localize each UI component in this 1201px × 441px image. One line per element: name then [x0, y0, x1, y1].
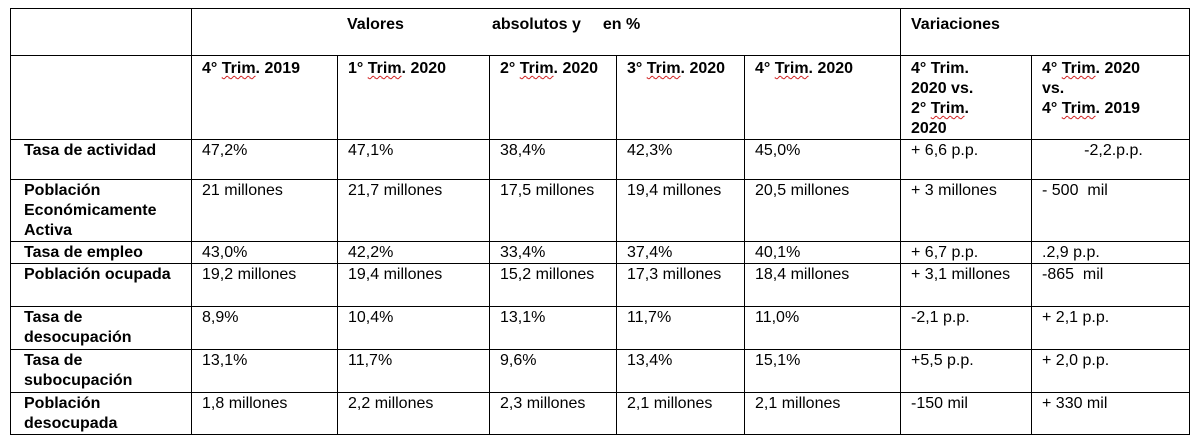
table-row: Tasa de empleo 43,0% 42,2% 33,4% 37,4% 4… — [10, 241, 1190, 264]
row-label: Tasa de actividad — [10, 139, 192, 180]
table-cell: 8,9% — [191, 306, 338, 350]
table-cell: 18,4 millones — [744, 263, 901, 307]
table-row: Población ocupada 19,2 millones 19,4 mil… — [10, 263, 1190, 307]
column-header: 1° Trim. 2020 — [337, 55, 490, 140]
table-cell: 17,5 millones — [489, 179, 617, 242]
table-row: Tasa de desocupación 8,9% 10,4% 13,1% 11… — [10, 306, 1190, 350]
table-cell: 47,1% — [337, 139, 490, 180]
blank-header-cell — [10, 55, 192, 140]
column-header: 4° Trim. 2020 vs. 2° Trim. 2020 — [900, 55, 1032, 140]
row-label: Población Económicamente Activa — [10, 179, 192, 242]
table-cell: -865 mil — [1031, 263, 1190, 307]
group-header-row: Valores absolutos y en % Variaciones — [10, 8, 1190, 56]
column-header: 4° Trim. 2019 — [191, 55, 338, 140]
group-header-part-3: en % — [602, 16, 641, 33]
row-label: Tasa de subocupación — [10, 349, 192, 393]
table-cell: 19,4 millones — [616, 179, 745, 242]
group-header-part-1: Valores — [347, 16, 404, 33]
table-cell: 2,1 millones — [744, 392, 901, 435]
table-cell: 45,0% — [744, 139, 901, 180]
column-header: 4° Trim. 2020 vs. 4° Trim. 2019 — [1031, 55, 1190, 140]
row-label: Población ocupada — [10, 263, 192, 307]
table-cell: 2,1 millones — [616, 392, 745, 435]
table-cell: 11,7% — [616, 306, 745, 350]
table-cell: + 6,7 p.p. — [900, 241, 1032, 264]
table-cell: 42,2% — [337, 241, 490, 264]
table-cell: -150 mil — [900, 392, 1032, 435]
table-cell: 10,4% — [337, 306, 490, 350]
row-label: Tasa de empleo — [10, 241, 192, 264]
table-cell: 19,4 millones — [337, 263, 490, 307]
table-cell: 38,4% — [489, 139, 617, 180]
table-cell: 1,8 millones — [191, 392, 338, 435]
table-cell: + 330 mil — [1031, 392, 1190, 435]
table-cell: + 6,6 p.p. — [900, 139, 1032, 180]
table-cell: 37,4% — [616, 241, 745, 264]
table-row: Población desocupada 1,8 millones 2,2 mi… — [10, 392, 1190, 435]
table-cell: 11,0% — [744, 306, 901, 350]
table-cell: -2,2.p.p. — [1031, 139, 1190, 180]
table-cell: 2,3 millones — [489, 392, 617, 435]
table-row: Tasa de subocupación 13,1% 11,7% 9,6% 13… — [10, 349, 1190, 393]
table-cell: 13,1% — [489, 306, 617, 350]
employment-statistics-table: Valores absolutos y en % Variaciones 4° Tr… — [10, 8, 1190, 435]
table-cell: 2,2 millones — [337, 392, 490, 435]
table-row: Tasa de actividad 47,2% 47,1% 38,4% 42,3… — [10, 139, 1190, 180]
table-cell: 21,7 millones — [337, 179, 490, 242]
group-header-part-2: absolutos y — [491, 16, 581, 33]
column-header: 3° Trim. 2020 — [616, 55, 745, 140]
column-header: 4° Trim. 2020 — [744, 55, 901, 140]
variations-group-header: Variaciones — [900, 8, 1190, 56]
column-header: 2° Trim. 2020 — [489, 55, 617, 140]
table-cell: + 2,1 p.p. — [1031, 306, 1190, 350]
table-cell: -2,1 p.p. — [900, 306, 1032, 350]
table-cell: + 2,0 p.p. — [1031, 349, 1190, 393]
table-cell: 11,7% — [337, 349, 490, 393]
values-group-header: Valores absolutos y en % — [191, 8, 901, 56]
table-cell: - 500 mil — [1031, 179, 1190, 242]
table-cell: 33,4% — [489, 241, 617, 264]
table-cell: 13,1% — [191, 349, 338, 393]
column-header-row: 4° Trim. 2019 1° Trim. 2020 2° Trim. 202… — [10, 55, 1190, 140]
table-cell: 9,6% — [489, 349, 617, 393]
table-cell: +5,5 p.p. — [900, 349, 1032, 393]
table-cell: 47,2% — [191, 139, 338, 180]
table-cell: 20,5 millones — [744, 179, 901, 242]
table-cell: .2,9 p.p. — [1031, 241, 1190, 264]
table-cell: 15,1% — [744, 349, 901, 393]
table-cell: 40,1% — [744, 241, 901, 264]
row-label: Población desocupada — [10, 392, 192, 435]
row-label: Tasa de desocupación — [10, 306, 192, 350]
table-cell: 17,3 millones — [616, 263, 745, 307]
table-cell: + 3,1 millones — [900, 263, 1032, 307]
table-cell: 21 millones — [191, 179, 338, 242]
corner-cell — [10, 8, 192, 56]
table-cell: 15,2 millones — [489, 263, 617, 307]
table-row: Población Económicamente Activa 21 millo… — [10, 179, 1190, 242]
table-cell: 19,2 millones — [191, 263, 338, 307]
table-cell: 13,4% — [616, 349, 745, 393]
table-cell: 42,3% — [616, 139, 745, 180]
table-cell: + 3 millones — [900, 179, 1032, 242]
table-cell: 43,0% — [191, 241, 338, 264]
